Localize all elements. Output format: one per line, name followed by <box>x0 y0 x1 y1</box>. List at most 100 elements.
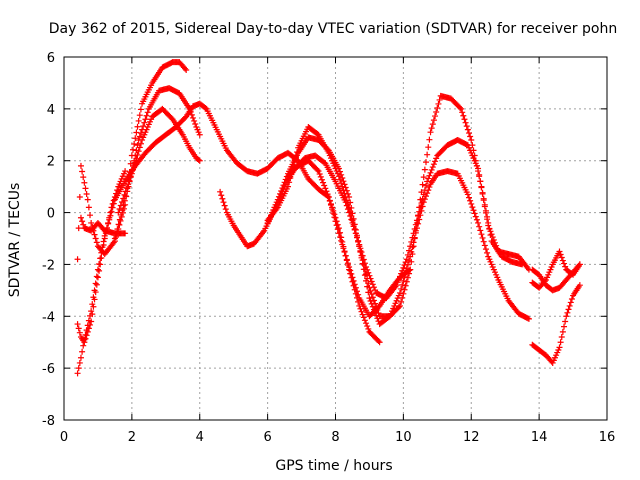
data-point <box>352 284 359 291</box>
data-point <box>419 181 426 188</box>
data-point <box>418 189 425 196</box>
data-point <box>486 225 493 232</box>
data-point <box>557 339 564 346</box>
series-track-11 <box>529 282 583 366</box>
data-point <box>425 144 432 151</box>
x-tick-label: 12 <box>463 430 480 445</box>
data-point <box>484 213 491 220</box>
data-point <box>429 164 436 171</box>
data-point <box>202 104 209 111</box>
data-point <box>401 286 408 293</box>
data-point <box>222 206 229 213</box>
data-point <box>315 168 322 175</box>
data-point <box>364 283 371 290</box>
data-point <box>324 191 331 198</box>
data-point <box>432 113 439 120</box>
data-point <box>417 212 424 219</box>
data-point <box>487 232 494 239</box>
data-point <box>93 239 100 246</box>
data-point <box>120 195 127 202</box>
data-point <box>410 239 417 246</box>
data-point <box>360 266 367 273</box>
data-point <box>89 311 96 318</box>
data-point <box>335 230 342 237</box>
data-point <box>576 282 583 289</box>
data-point <box>85 204 92 211</box>
data-point <box>318 176 325 183</box>
data-point <box>321 182 328 189</box>
data-point <box>373 312 380 319</box>
data-point <box>400 290 407 297</box>
data-point <box>469 142 476 149</box>
data-point <box>430 117 437 124</box>
data-point <box>340 178 347 185</box>
data-point <box>413 225 420 232</box>
data-point <box>117 217 124 224</box>
series-track-10 <box>284 157 414 320</box>
data-point <box>519 261 526 268</box>
data-point <box>478 231 485 238</box>
data-point <box>525 315 532 322</box>
data-point <box>563 313 570 320</box>
series-track-5 <box>74 168 129 346</box>
data-point <box>434 104 441 111</box>
data-point <box>116 216 123 223</box>
data-point <box>80 174 87 181</box>
data-point <box>556 248 563 255</box>
data-point <box>396 289 403 296</box>
data-point <box>568 296 575 302</box>
data-point <box>428 125 435 132</box>
data-point <box>80 221 87 228</box>
data-point <box>561 260 568 267</box>
data-point <box>559 257 566 264</box>
data-point <box>98 254 105 261</box>
data-point <box>561 323 568 330</box>
data-point <box>317 173 324 180</box>
data-point <box>472 213 479 220</box>
data-point <box>349 210 356 217</box>
data-point <box>469 204 476 211</box>
data-point <box>467 197 474 204</box>
data-point <box>115 221 122 228</box>
data-point <box>473 216 480 223</box>
data-point <box>399 281 406 288</box>
data-point <box>346 194 353 201</box>
data-point <box>477 178 484 185</box>
data-point <box>279 185 286 192</box>
data-point <box>353 288 360 295</box>
data-point <box>92 280 99 287</box>
data-point <box>398 298 405 305</box>
data-point <box>333 222 340 229</box>
data-point <box>359 311 366 318</box>
data-point <box>369 294 376 301</box>
data-point <box>220 199 227 206</box>
data-point <box>396 302 403 309</box>
data-point <box>341 249 348 256</box>
data-point <box>347 199 354 206</box>
data-point <box>111 194 118 201</box>
data-point <box>368 300 375 307</box>
data-point <box>82 335 89 342</box>
data-point <box>97 261 104 268</box>
data-point <box>471 210 478 217</box>
data-point <box>477 227 484 234</box>
data-point <box>398 285 405 292</box>
data-point <box>456 104 463 111</box>
data-point <box>426 184 433 191</box>
data-point <box>110 197 117 204</box>
data-point <box>326 198 333 205</box>
x-tick-label: 6 <box>263 430 271 445</box>
data-point <box>94 266 101 273</box>
data-point <box>400 277 407 284</box>
data-point <box>125 181 132 188</box>
data-point <box>342 184 349 191</box>
data-point <box>576 261 583 268</box>
data-point <box>337 168 344 175</box>
data-point <box>339 175 346 181</box>
data-point <box>87 321 94 328</box>
data-point <box>314 166 321 173</box>
data-point <box>418 207 425 214</box>
data-point <box>106 214 113 221</box>
data-point <box>558 334 565 341</box>
data-point <box>427 129 434 136</box>
